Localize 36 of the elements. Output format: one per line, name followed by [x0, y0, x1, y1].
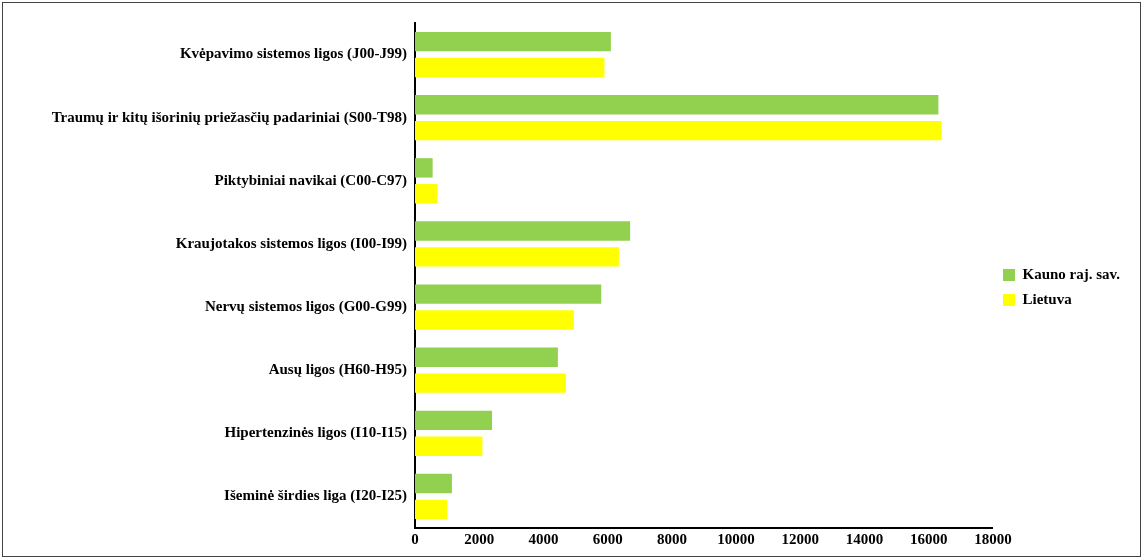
x-tick-label: 0: [411, 530, 419, 547]
bar: [415, 95, 939, 115]
y-tick-label: Kvėpavimo sistemos ligos (J00-J99): [179, 45, 407, 63]
bar: [415, 184, 438, 204]
bar: [415, 31, 611, 52]
bar: [415, 221, 631, 241]
y-tick-label: Kraujotakos sistemos ligos (I00-I99): [175, 234, 407, 252]
bar: [415, 247, 619, 267]
x-tick-label: 18000: [974, 530, 1012, 547]
bar: [415, 373, 566, 393]
y-tick-label: Nervų sistemos ligos (G00-G99): [204, 297, 407, 315]
legend-label: Kauno raj. sav.: [1022, 265, 1121, 282]
bar: [415, 473, 452, 494]
bar: [415, 410, 493, 431]
x-tick-label: 14000: [845, 530, 884, 547]
bar: [415, 436, 483, 456]
bar: [415, 310, 574, 330]
y-tick-label: Piktybiniai navikai (C00-C97): [214, 171, 407, 189]
bar: [415, 499, 448, 520]
bar: [415, 284, 602, 304]
y-tick-label: Ausų ligos (H60-H95): [268, 361, 407, 379]
bar: [415, 57, 605, 78]
y-tick-label: Hipertenzinės ligos (I10-I15): [224, 424, 407, 442]
x-tick-label: 12000: [781, 530, 820, 547]
legend-label: Lietuva: [1022, 290, 1073, 307]
x-tick-label: 10000: [717, 530, 755, 547]
bar: [415, 158, 433, 178]
x-tick-label: 4000: [528, 530, 559, 547]
bar: [415, 120, 942, 141]
x-tick-label: 6000: [592, 530, 623, 547]
x-tick-label: 8000: [656, 530, 687, 547]
bar: [415, 347, 558, 367]
y-tick-label: Traumų ir kitų išorinių priežasčių padariniai (S00-T98): [51, 108, 407, 126]
x-tick-label: 2000: [464, 530, 495, 547]
x-tick-label: 16000: [910, 530, 948, 547]
y-tick-label: Išeminė širdies liga (I20-I25): [224, 487, 407, 505]
